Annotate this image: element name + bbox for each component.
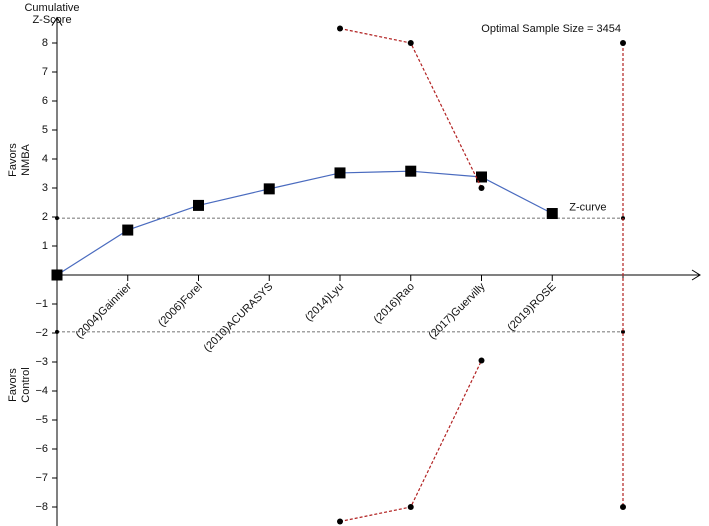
- boundary-point: [407, 504, 414, 510]
- y-tick-label: −7: [35, 472, 48, 484]
- boundary-point: [337, 518, 343, 525]
- side-label: NMBA: [20, 143, 32, 175]
- side-label: Control: [20, 367, 32, 402]
- y-tick-label: −5: [35, 414, 48, 426]
- y-tick-label: 1: [42, 240, 48, 252]
- x-tick-label: (2019)ROSE: [505, 281, 558, 334]
- x-tick-label: (2006)Forel: [156, 281, 205, 330]
- x-tick-label: (2010)ACURASYS: [202, 281, 276, 355]
- side-label: Favors: [7, 368, 19, 402]
- z-point: [334, 167, 346, 179]
- y-tick-label: −8: [35, 501, 48, 513]
- boundary-point: [407, 40, 414, 46]
- optimal-label: Optimal Sample Size = 3454: [481, 23, 621, 35]
- optimal-dot: [620, 40, 626, 46]
- z-point: [193, 199, 204, 211]
- threshold-dot: [621, 329, 625, 334]
- y-tick-label: −3: [35, 356, 48, 368]
- boundary-point: [478, 357, 485, 364]
- z-point: [122, 224, 134, 236]
- z-point: [51, 269, 63, 281]
- y-tick-label: 7: [42, 66, 48, 78]
- y-axis-title: Cumulative: [24, 2, 79, 14]
- boundary: [339, 27, 483, 189]
- y-axis-title: Z-Score: [32, 14, 71, 26]
- y-tick-label: 3: [42, 182, 48, 194]
- y-tick-label: −6: [35, 443, 48, 455]
- y-tick-label: 8: [42, 37, 48, 49]
- y-tick-label: −2: [35, 327, 48, 339]
- y-axis-arrow: [51, 16, 63, 26]
- y-tick-label: −1: [35, 298, 48, 310]
- x-tick-label: (2016)Rao: [372, 281, 417, 326]
- x-axis-arrow: [691, 269, 701, 281]
- z-point: [263, 183, 275, 195]
- side-label: Favors: [7, 143, 19, 177]
- z-curve: [56, 170, 553, 276]
- z-point: [405, 165, 417, 177]
- series-label: Z-curve: [569, 201, 606, 213]
- y-tick-label: 2: [42, 211, 48, 223]
- optimal-dot: [620, 504, 626, 510]
- boundary: [339, 360, 483, 523]
- threshold-dot: [55, 216, 59, 221]
- z-point: [476, 171, 487, 183]
- threshold-dot: [55, 329, 59, 334]
- y-tick-label: 5: [42, 124, 48, 136]
- y-tick-label: 4: [42, 153, 48, 165]
- y-tick-label: 6: [42, 95, 48, 107]
- x-tick-label: (2017)Guervilly: [426, 280, 488, 342]
- boundary-point: [478, 185, 485, 191]
- y-tick-label: −4: [35, 385, 48, 397]
- boundary-point: [337, 25, 343, 32]
- x-tick-label: (2014)Lyu: [303, 281, 346, 324]
- z-point: [546, 208, 558, 220]
